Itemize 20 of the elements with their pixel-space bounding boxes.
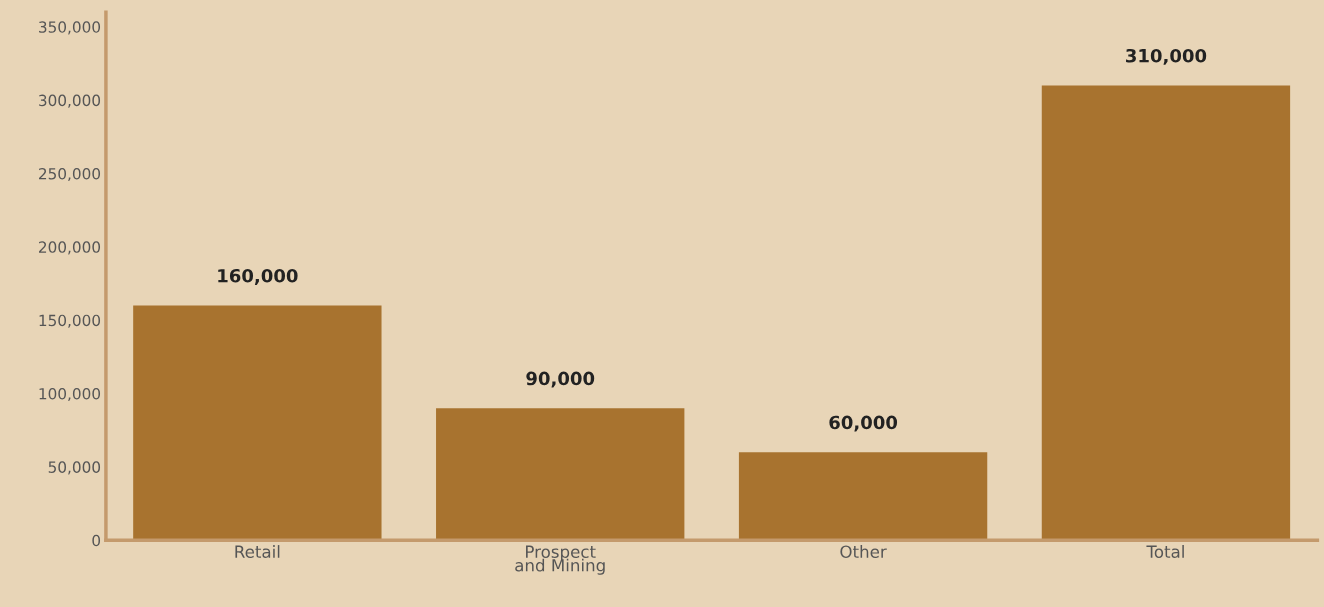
bar bbox=[1041, 85, 1291, 541]
y-tick-label: 350,000 bbox=[39, 21, 101, 35]
y-tick-label: 150,000 bbox=[39, 314, 101, 328]
bar bbox=[436, 408, 685, 541]
data-label: 310,000 bbox=[1126, 48, 1207, 65]
x-tick-label: Retail bbox=[235, 545, 280, 558]
bar bbox=[738, 452, 988, 541]
data-label: 90,000 bbox=[526, 371, 595, 388]
bar bbox=[133, 305, 382, 541]
y-tick-label: 300,000 bbox=[39, 94, 101, 108]
y-tick-label: 200,000 bbox=[39, 241, 101, 255]
y-tick-label: 0 bbox=[92, 534, 101, 547]
data-label: 60,000 bbox=[829, 415, 898, 432]
x-tick-label: Total bbox=[1146, 545, 1184, 558]
y-tick-label: 100,000 bbox=[39, 388, 101, 402]
data-label: 160,000 bbox=[218, 268, 298, 285]
x-tick-label: Other bbox=[840, 545, 887, 558]
y-tick-label: 250,000 bbox=[39, 167, 101, 182]
y-tick-label: 50,000 bbox=[48, 461, 101, 475]
x-tick-label: Prospect and Mining bbox=[515, 545, 605, 575]
